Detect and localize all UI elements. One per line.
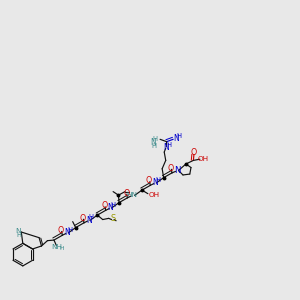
- Text: N: N: [16, 227, 21, 233]
- Text: O: O: [168, 164, 174, 172]
- Text: H: H: [59, 247, 64, 251]
- Text: N: N: [174, 166, 181, 175]
- Text: H: H: [155, 177, 160, 183]
- Text: H: H: [67, 227, 72, 233]
- Text: N: N: [150, 138, 155, 147]
- Text: O: O: [101, 201, 108, 210]
- Text: N: N: [108, 203, 113, 212]
- Text: H: H: [177, 133, 182, 139]
- Text: N: N: [64, 228, 70, 237]
- Text: N: N: [163, 143, 169, 152]
- Text: NH: NH: [51, 244, 62, 250]
- Text: H: H: [110, 202, 115, 208]
- Text: H: H: [151, 143, 156, 149]
- Text: OH: OH: [149, 192, 160, 198]
- Text: N: N: [173, 134, 179, 143]
- Text: H: H: [16, 232, 21, 238]
- Text: N: N: [152, 178, 158, 188]
- Text: H: H: [166, 142, 171, 148]
- Text: H: H: [152, 136, 157, 142]
- Text: O: O: [146, 176, 152, 185]
- Text: O: O: [190, 148, 197, 157]
- Text: OH: OH: [197, 156, 208, 162]
- Text: O: O: [123, 189, 129, 198]
- Text: O: O: [80, 214, 86, 223]
- Text: O: O: [58, 226, 64, 235]
- Text: H: H: [88, 214, 94, 220]
- Text: N: N: [86, 216, 92, 225]
- Text: HN: HN: [127, 193, 138, 199]
- Text: S: S: [110, 214, 116, 224]
